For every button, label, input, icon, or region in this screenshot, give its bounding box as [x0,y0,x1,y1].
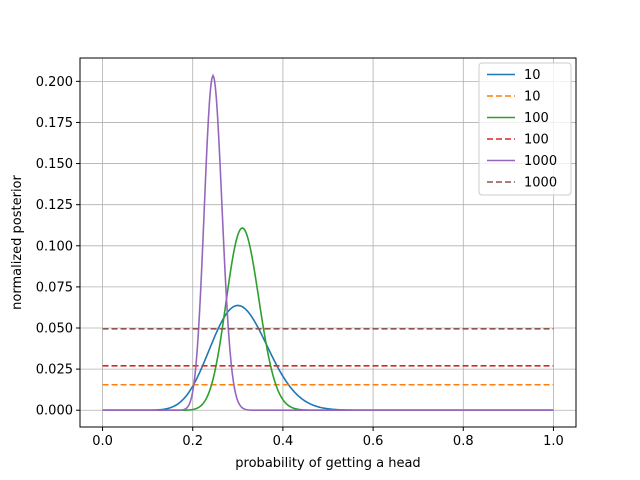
y-tick-label: 0.075 [36,280,73,295]
y-tick-label: 0.125 [36,198,73,213]
legend-entry-label: 1000 [524,176,557,191]
legend-entry-label: 100 [524,133,549,148]
legend-entry-label: 10 [524,90,541,105]
x-tick-label: 0.6 [363,434,384,449]
y-tick-label: 0.000 [36,404,73,419]
x-tick-label: 0.4 [273,434,294,449]
series-layer [102,73,554,412]
plot-frame [79,57,577,428]
x-tick-label: 0.0 [92,434,113,449]
axis-ticks: 0.0 0.2 0.4 0.6 0.8 1.0 0.000 0.025 0.050 0.075 0.… [36,75,564,449]
y-tick-label: 0.150 [36,157,73,172]
legend: 10 10 100 100 1000 1000 [478,62,572,196]
y-tick-label: 0.050 [36,322,73,337]
x-tick-label: 1.0 [543,434,564,449]
legend-entry-label: 10 [524,68,541,83]
y-tick-label: 0.175 [36,116,73,131]
legend-entry-label: 100 [524,111,549,126]
x-axis-label: probability of getting a head [235,456,420,471]
x-tick-label: 0.2 [182,434,203,449]
series-line-4 [102,73,554,412]
y-tick-label: 0.100 [36,239,73,254]
y-tick-label: 0.025 [36,363,73,378]
legend-entry-label: 1000 [524,154,557,169]
y-axis-label: normalized posterior [10,174,25,309]
x-tick-label: 0.8 [453,434,474,449]
y-tick-label: 0.200 [36,75,73,90]
